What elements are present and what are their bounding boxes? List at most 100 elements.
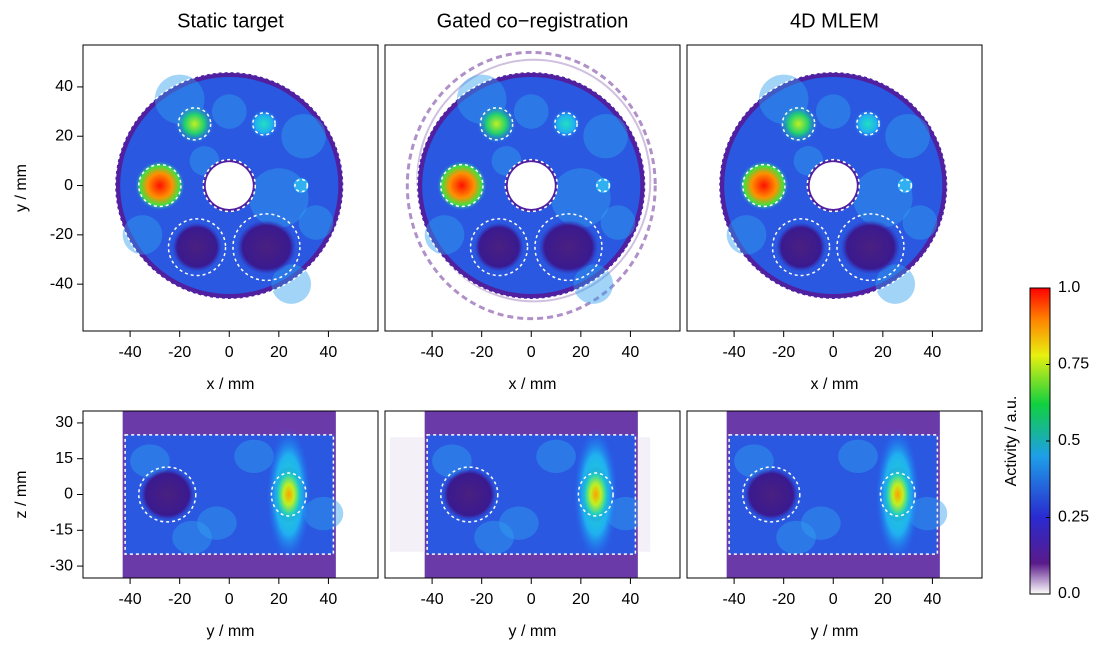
x-tick-label: 40 [622,591,640,608]
blob [596,178,611,193]
x-tick-label: -20 [470,591,493,608]
blob [281,114,326,158]
blob [274,466,304,523]
colorbar-label: Activity / a.u. [1003,396,1020,487]
blob [727,215,767,254]
blob [237,220,296,274]
blob [508,162,555,209]
blob [514,94,549,129]
blob [249,109,279,139]
x-tick-label: 40 [924,344,942,361]
y-tick-label: 15 [55,450,73,467]
x-tick-label: -40 [119,591,142,608]
heatmap [407,52,655,318]
blob [601,205,636,240]
x-tick-label: -40 [421,591,444,608]
blob [299,205,334,240]
x-axis-label: x / mm [509,376,557,393]
blob [583,114,628,158]
x-tick-label: -40 [723,591,746,608]
x-axis-label: x / mm [207,376,255,393]
colorbar-tick-label: 0.5 [1058,432,1080,449]
x-tick-label: -40 [119,344,142,361]
y-tick-label: 20 [55,127,73,144]
blob [212,94,247,129]
colorbar-tick-label: 1.0 [1058,279,1080,296]
panel-title: Static target [177,10,284,32]
blob [744,468,799,520]
x-axis-label: y / mm [207,623,255,640]
blob [853,109,883,139]
blob [206,162,253,209]
blob [425,215,465,254]
x-tick-label: 0 [527,591,536,608]
x-tick-label: -20 [168,344,191,361]
x-tick-label: -20 [470,344,493,361]
blob [841,220,900,274]
panel-title: Gated co−registration [437,10,629,32]
x-tick-label: 40 [622,344,640,361]
blob [234,440,274,473]
blob [442,468,497,520]
blob [551,109,581,139]
figure: Static target x / mm -40 -20 0 20 40 y / mm -40 -… [0,0,1104,646]
x-tick-label: 40 [320,344,338,361]
blob [474,223,524,272]
blob [477,104,517,143]
x-tick-label: 0 [527,344,536,361]
x-axis-label: y / mm [509,623,557,640]
colorbar-tick-label: 0.0 [1058,585,1080,602]
y-tick-label: 0 [64,177,73,194]
gap [638,437,650,552]
x-tick-label: 40 [924,591,942,608]
blob [779,104,819,143]
y-tick-label: -40 [50,275,73,292]
blob [140,468,195,520]
x-tick-label: 0 [225,591,234,608]
y-tick-label: 40 [55,78,73,95]
panel-title: 4D MLEM [790,10,879,32]
heatmap [390,411,650,578]
blob [898,178,913,193]
x-tick-label: 20 [572,591,590,608]
blob [172,521,212,554]
heatmap [727,411,948,578]
blob [123,215,163,254]
x-tick-label: -20 [168,591,191,608]
blob [172,223,222,272]
x-axis-label: x / mm [811,376,859,393]
blob [581,466,611,523]
heatmap [115,72,343,304]
y-axis-label: z / mm [13,471,30,519]
y-tick-label: 30 [55,414,73,431]
x-tick-label: 0 [829,344,838,361]
blob [838,440,878,473]
colorbar-tick-label: 0.75 [1058,356,1089,373]
blob [816,94,851,129]
x-tick-label: -40 [723,344,746,361]
colorbar-tick-label: 0.25 [1058,509,1089,526]
blob [885,114,930,158]
x-tick-label: 20 [874,344,892,361]
blob [175,104,215,143]
blob [539,220,598,274]
y-tick-label: -15 [50,522,73,539]
x-tick-label: 20 [270,591,288,608]
y-tick-label: 0 [64,486,73,503]
blob [536,440,576,473]
blob [437,161,487,210]
heatmap [719,72,947,304]
blob [135,161,185,210]
heatmap [123,411,344,578]
y-axis-label: y / mm [13,164,30,212]
blob [776,521,816,554]
blob [883,466,913,523]
blob [294,178,309,193]
blob [739,161,789,210]
x-tick-label: 0 [225,344,234,361]
x-tick-label: -40 [421,344,444,361]
x-axis-label: y / mm [811,623,859,640]
x-tick-label: 40 [320,591,338,608]
x-tick-label: 20 [572,344,590,361]
x-tick-label: 20 [270,344,288,361]
